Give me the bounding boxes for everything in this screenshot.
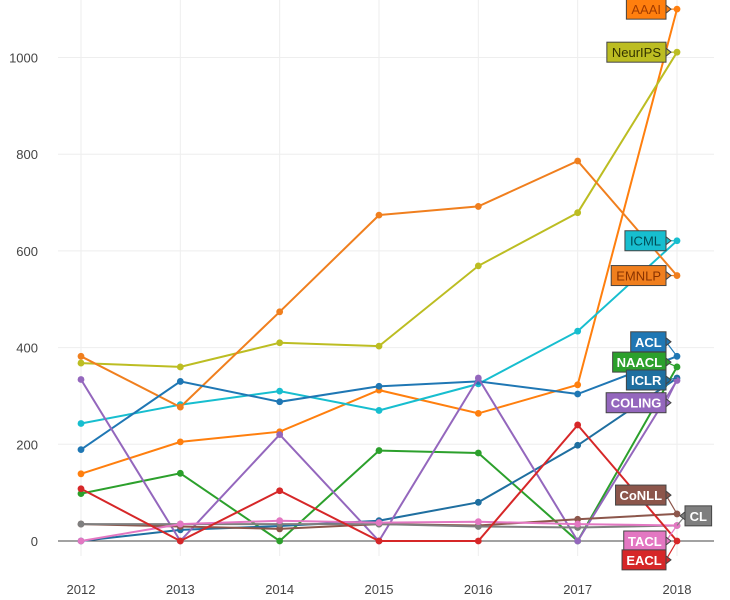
axes: 0 200 400 600 800 1000 2012 2013 2014 2015 2016 201… xyxy=(9,51,714,597)
data-point-neurips xyxy=(474,262,482,270)
data-point-icml xyxy=(375,407,383,414)
data-point-icml xyxy=(77,420,85,427)
series-label-cl: CL xyxy=(676,505,713,527)
data-point-naacl xyxy=(77,490,85,498)
data-point-icml xyxy=(276,387,284,395)
series-label-text: EMNLP xyxy=(616,269,661,284)
data-point-eacl xyxy=(574,421,582,429)
x-tick-label: 2015 xyxy=(365,582,394,597)
data-point-aaai xyxy=(574,381,582,389)
data-point-coling xyxy=(574,537,582,545)
series-label-text: TACL xyxy=(628,534,662,549)
data-point-eacl xyxy=(474,537,482,545)
data-point-neurips xyxy=(375,342,383,350)
data-point-cl xyxy=(474,523,482,530)
y-tick-label: 0 xyxy=(31,534,38,549)
series-label-text: CoNLL xyxy=(619,488,662,503)
data-point-naacl xyxy=(276,537,284,545)
data-point-conll xyxy=(276,525,284,533)
series-label-text: NeurIPS xyxy=(612,45,661,60)
data-point-tacl xyxy=(574,520,582,528)
series-label-aaai: AAAI xyxy=(625,0,677,20)
x-tick-label: 2013 xyxy=(166,582,195,597)
data-point-tacl xyxy=(77,537,85,545)
data-point-neurips xyxy=(574,209,582,217)
series-label-eacl: EACL xyxy=(621,540,678,571)
series-label-text: AAAI xyxy=(631,2,661,17)
y-tick-label: 800 xyxy=(16,147,38,162)
data-point-iclr xyxy=(474,498,482,506)
data-point-tacl xyxy=(474,518,482,526)
series-labels: AAAI NeurIPS ICML EMNLP ACL NAACL ICLR COLING Co… xyxy=(605,0,713,571)
data-point-neurips xyxy=(77,359,85,367)
data-point-tacl xyxy=(176,520,184,528)
data-point-icml xyxy=(574,327,582,335)
series-label-naacl: NAACL xyxy=(612,351,678,373)
x-tick-label: 2012 xyxy=(67,582,96,597)
data-point-aaai xyxy=(474,409,482,417)
data-point-naacl xyxy=(176,469,184,477)
data-point-acl xyxy=(375,382,383,390)
data-point-iclr xyxy=(574,441,582,449)
y-tick-label: 600 xyxy=(16,244,38,259)
data-point-emnlp xyxy=(276,308,284,316)
series-label-tacl: TACL xyxy=(623,525,678,552)
data-point-acl xyxy=(77,446,85,454)
series-label-text: EACL xyxy=(626,553,661,568)
series-label-text: CL xyxy=(690,509,707,524)
data-point-coling xyxy=(276,431,284,439)
data-point-acl xyxy=(176,378,184,385)
series-label-emnlp: EMNLP xyxy=(610,265,677,287)
y-tick-label: 400 xyxy=(16,341,38,356)
series-label-acl: ACL xyxy=(630,331,678,357)
x-tick-label: 2016 xyxy=(464,582,493,597)
series-label-coling: COLING xyxy=(605,380,678,414)
data-point-aaai xyxy=(176,438,184,446)
series-label-text: ICML xyxy=(630,234,661,249)
data-point-naacl xyxy=(375,447,383,454)
data-point-emnlp xyxy=(474,203,482,210)
x-tick-label: 2018 xyxy=(663,582,692,597)
series-label-text: ACL xyxy=(635,335,662,350)
series-label-text: ICLR xyxy=(631,373,662,388)
data-point-neurips xyxy=(176,363,184,371)
grid xyxy=(58,0,714,556)
y-tick-label: 1000 xyxy=(9,51,38,66)
series-label-neurips: NeurIPS xyxy=(606,41,677,63)
data-point-emnlp xyxy=(176,403,184,411)
data-point-tacl xyxy=(276,517,284,525)
series-label-text: NAACL xyxy=(617,355,663,370)
data-point-acl xyxy=(574,390,582,398)
series-label-conll: CoNLL xyxy=(615,484,678,515)
data-point-emnlp xyxy=(77,352,85,360)
data-point-tacl xyxy=(375,519,383,527)
data-point-eacl xyxy=(375,537,383,545)
series-label-text: COLING xyxy=(611,396,662,411)
data-point-eacl xyxy=(176,537,184,545)
data-point-conll xyxy=(574,515,582,523)
data-point-emnlp xyxy=(574,157,582,165)
series-label-iclr: ICLR xyxy=(625,369,678,391)
series-lines xyxy=(77,5,681,545)
data-point-coling xyxy=(77,376,85,383)
label-connector xyxy=(665,380,678,403)
data-point-emnlp xyxy=(375,211,383,219)
data-point-eacl xyxy=(77,485,85,493)
data-point-cl xyxy=(77,520,85,528)
data-point-neurips xyxy=(276,339,284,347)
data-point-naacl xyxy=(474,449,482,457)
data-point-eacl xyxy=(276,487,284,495)
data-point-acl xyxy=(276,398,284,406)
x-tick-label: 2017 xyxy=(563,582,592,597)
data-point-coling xyxy=(474,374,482,382)
series-label-icml: ICML xyxy=(624,230,677,252)
data-point-aaai xyxy=(77,470,85,478)
x-tick-label: 2014 xyxy=(265,582,294,597)
y-tick-label: 200 xyxy=(16,437,38,452)
